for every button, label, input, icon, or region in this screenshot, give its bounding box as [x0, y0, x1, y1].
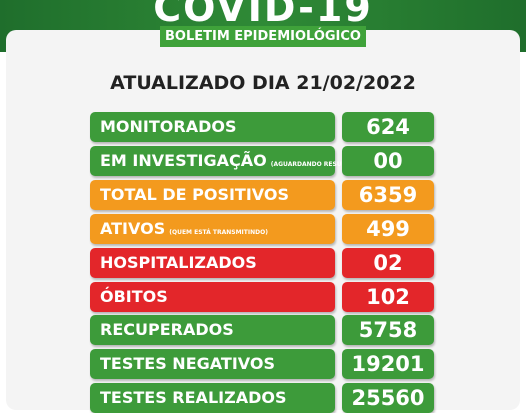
row-value: 19201 [342, 349, 434, 380]
row-value: 624 [342, 112, 434, 142]
label-text: TESTES NEGATIVOS [100, 354, 275, 374]
row-label: EM INVESTIGAÇÃO (AGUARDANDO RESULTADO) [90, 145, 366, 176]
subtitle: BOLETIM EPIDEMIOLÓGICO [160, 26, 366, 47]
row-label: MONITORADOS [90, 112, 335, 142]
row-label: RECUPERADOS [90, 315, 335, 346]
row-label: ATIVOS (QUEM ESTÁ TRANSMITINDO) [90, 213, 335, 244]
row-label: TESTES REALIZADOS [90, 383, 335, 413]
row-value: 499 [342, 213, 434, 244]
title: COVID-19 [153, 0, 373, 30]
row-label: ÓBITOS [90, 281, 335, 312]
label-text: TESTES REALIZADOS [100, 388, 287, 408]
row-value: 02 [342, 247, 434, 278]
label-text: ÓBITOS [100, 286, 168, 306]
label-text: MONITORADOS [100, 117, 237, 136]
updated-date: ATUALIZADO DIA 21/02/2022 [110, 72, 416, 94]
row-value: 102 [342, 281, 434, 312]
row-value: 25560 [342, 383, 434, 413]
label-note: (QUEM ESTÁ TRANSMITINDO) [169, 228, 268, 236]
row-value: 5758 [342, 315, 434, 346]
row-value: 00 [342, 145, 434, 176]
label-text: EM INVESTIGAÇÃO [100, 150, 267, 170]
row-label: TESTES NEGATIVOS [90, 349, 335, 380]
label-text: TOTAL DE POSITIVOS [100, 184, 290, 204]
label-text: ATIVOS [100, 218, 166, 238]
row-label: HOSPITALIZADOS [90, 247, 335, 278]
label-note: (AGUARDANDO RESULTADO) [270, 160, 366, 168]
label-text: HOSPITALIZADOS [100, 252, 257, 272]
row-value: 6359 [342, 179, 434, 210]
row-label: TOTAL DE POSITIVOS [90, 179, 335, 210]
label-text: RECUPERADOS [100, 320, 234, 340]
